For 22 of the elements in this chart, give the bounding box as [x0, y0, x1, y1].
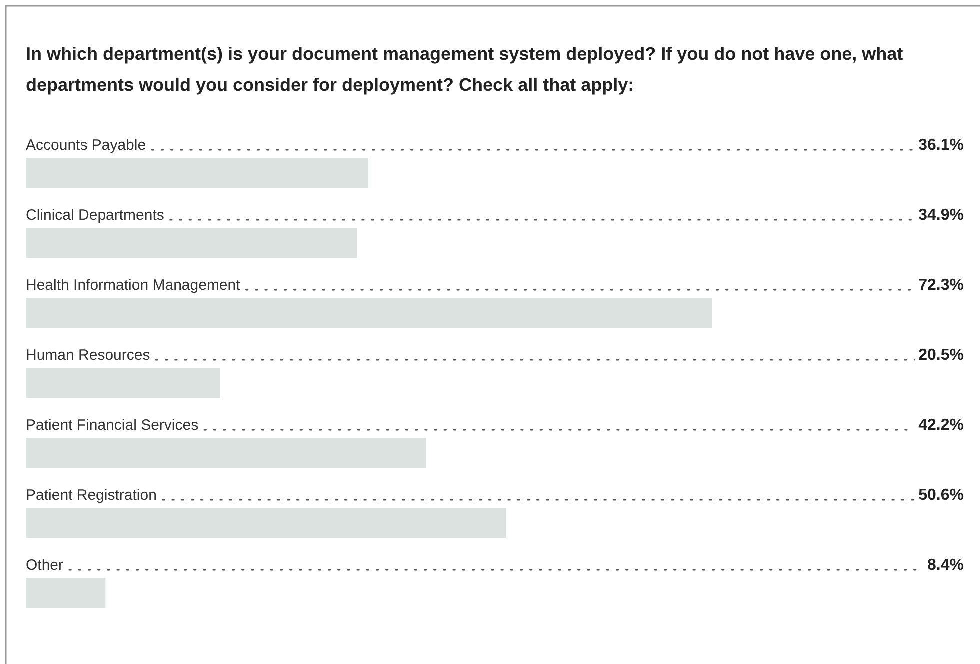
y-tick-label: Human Resources: [26, 347, 150, 364]
y-tick-label: Patient Financial Services: [26, 417, 199, 434]
bar: [26, 508, 506, 538]
data-label: 72.3%: [918, 277, 964, 294]
y-tick-label: Health Information Management: [26, 277, 242, 294]
data-label: 34.9%: [918, 207, 964, 224]
bar: [26, 578, 106, 608]
data-label: 8.4%: [928, 557, 964, 574]
y-tick-label: Other: [26, 557, 64, 574]
y-tick-label: Clinical Departments: [26, 207, 164, 224]
data-label: 36.1%: [918, 137, 964, 154]
y-tick-label: Patient Registration: [26, 487, 157, 504]
bar: [26, 158, 369, 188]
bar: [26, 438, 426, 468]
data-label: 42.2%: [918, 417, 964, 434]
bar: [26, 368, 221, 398]
data-label: 50.6%: [918, 487, 964, 504]
bar: [26, 298, 712, 328]
data-label: 20.5%: [918, 347, 964, 364]
chart-title: In which department(s) is your document management system deployed? If you do not have one, what departments would you consider for deployment? Check all that apply:: [26, 44, 904, 95]
bar: [26, 228, 358, 258]
y-tick-label: Accounts Payable: [26, 137, 146, 154]
